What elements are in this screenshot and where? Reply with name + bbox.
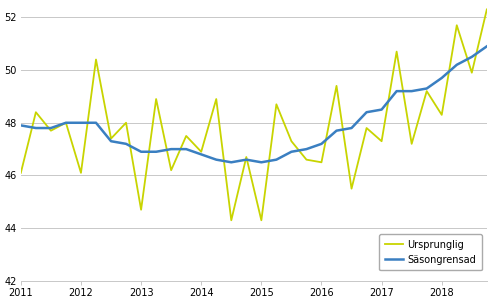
Säsongrensad [33,126,39,130]
Ursprunglig [183,134,189,138]
Ursprunglig [63,121,69,124]
Säsongrensad [469,55,475,59]
Säsongrensad [213,158,219,162]
Säsongrensad [379,108,384,111]
Säsongrensad [439,76,445,80]
Säsongrensad [258,160,264,164]
Säsongrensad [63,121,69,124]
Ursprunglig [364,126,370,130]
Säsongrensad [108,140,114,143]
Ursprunglig [424,89,430,93]
Ursprunglig [168,169,174,172]
Säsongrensad [364,111,370,114]
Legend: Ursprunglig, Säsongrensad: Ursprunglig, Säsongrensad [379,234,482,271]
Ursprunglig [349,187,355,191]
Säsongrensad [409,89,414,93]
Säsongrensad [289,150,295,153]
Ursprunglig [379,140,384,143]
Säsongrensad [138,150,144,153]
Ursprunglig [333,84,339,88]
Säsongrensad [123,142,129,146]
Säsongrensad [153,150,159,153]
Säsongrensad [303,147,309,151]
Ursprunglig [123,121,129,124]
Ursprunglig [319,160,325,164]
Ursprunglig [18,171,24,175]
Säsongrensad [424,87,430,90]
Ursprunglig [289,140,295,143]
Ursprunglig [454,24,460,27]
Line: Säsongrensad: Säsongrensad [21,46,487,162]
Line: Ursprunglig: Ursprunglig [21,9,487,220]
Säsongrensad [78,121,84,124]
Säsongrensad [93,121,99,124]
Ursprunglig [244,155,249,159]
Säsongrensad [333,129,339,133]
Ursprunglig [78,171,84,175]
Ursprunglig [153,97,159,101]
Ursprunglig [198,150,204,153]
Säsongrensad [454,63,460,67]
Ursprunglig [138,208,144,211]
Säsongrensad [244,158,249,162]
Ursprunglig [213,97,219,101]
Säsongrensad [394,89,400,93]
Ursprunglig [108,137,114,140]
Ursprunglig [33,111,39,114]
Säsongrensad [228,160,234,164]
Säsongrensad [319,142,325,146]
Ursprunglig [258,218,264,222]
Säsongrensad [484,44,490,48]
Ursprunglig [303,158,309,162]
Säsongrensad [273,158,279,162]
Ursprunglig [93,58,99,61]
Säsongrensad [18,124,24,127]
Ursprunglig [273,102,279,106]
Ursprunglig [394,50,400,53]
Säsongrensad [183,147,189,151]
Ursprunglig [484,8,490,11]
Ursprunglig [469,71,475,75]
Säsongrensad [168,147,174,151]
Säsongrensad [48,126,54,130]
Ursprunglig [409,142,414,146]
Säsongrensad [198,153,204,156]
Säsongrensad [349,126,355,130]
Ursprunglig [228,218,234,222]
Ursprunglig [48,129,54,133]
Ursprunglig [439,113,445,117]
